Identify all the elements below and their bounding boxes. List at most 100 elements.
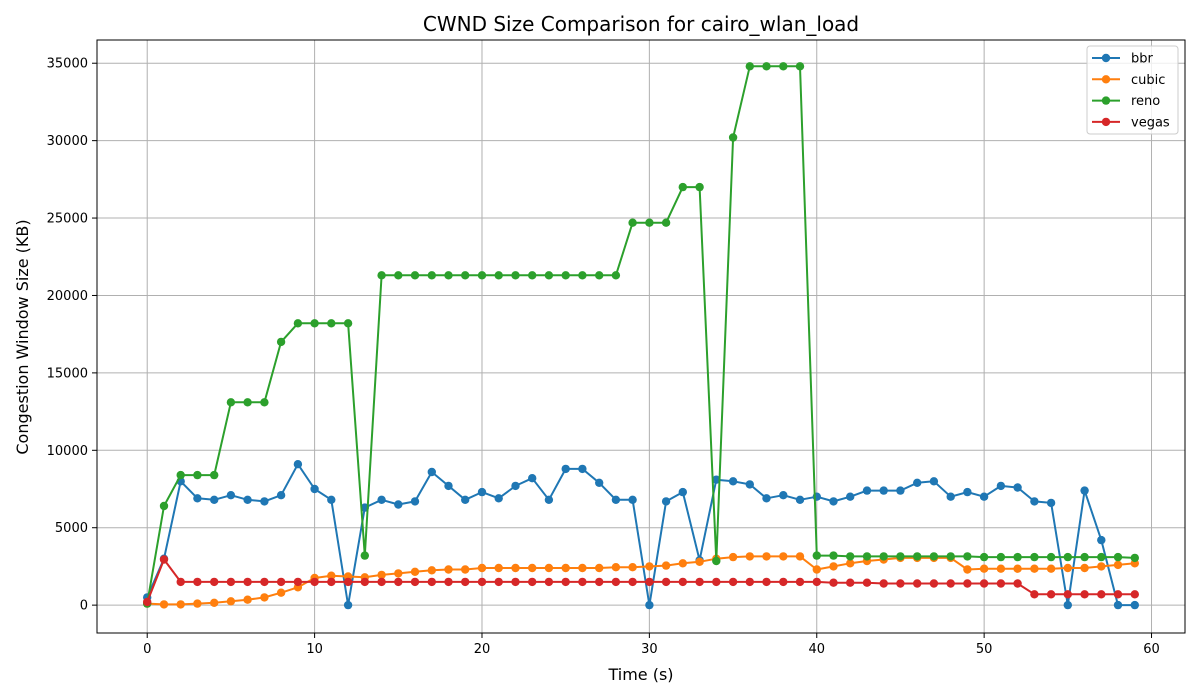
data-point-bbr [595, 478, 604, 487]
series-layer [143, 62, 1140, 610]
data-point-reno [444, 271, 453, 280]
data-point-cubic [561, 563, 570, 573]
data-point-vegas [226, 577, 236, 587]
data-point-reno [193, 470, 202, 480]
data-point-bbr [795, 495, 805, 504]
data-point-reno [879, 552, 888, 561]
data-point-cubic [260, 593, 269, 602]
data-point-bbr [628, 495, 637, 504]
data-point-bbr [260, 497, 269, 506]
data-point-bbr [276, 491, 286, 500]
data-point-vegas [879, 579, 888, 588]
data-point-reno [913, 552, 922, 561]
legend-label-bbr: bbr [1131, 52, 1154, 67]
y-tick-label: 10000 [47, 444, 88, 459]
x-tick-label: 30 [641, 642, 658, 657]
data-point-vegas [745, 577, 754, 587]
data-point-vegas [1080, 590, 1089, 599]
data-point-cubic [846, 559, 855, 568]
data-point-bbr [929, 477, 939, 486]
data-point-bbr [243, 495, 252, 504]
data-point-cubic [1063, 563, 1073, 573]
series-cubic [143, 552, 1140, 609]
data-point-bbr [410, 497, 420, 506]
data-point-bbr [293, 460, 303, 469]
data-point-reno [695, 182, 704, 192]
data-point-bbr [645, 600, 654, 610]
data-point-cubic [544, 563, 554, 573]
data-point-vegas [1063, 590, 1073, 599]
data-point-bbr [712, 475, 721, 484]
data-point-vegas [1046, 590, 1056, 599]
data-point-cubic [410, 567, 420, 576]
data-point-vegas [762, 577, 771, 587]
data-point-cubic [812, 565, 821, 574]
data-point-reno [561, 271, 570, 280]
data-point-vegas [260, 577, 269, 587]
data-point-bbr [946, 492, 955, 501]
data-point-reno [929, 552, 939, 561]
data-point-cubic [795, 552, 805, 561]
data-point-vegas [276, 577, 286, 587]
data-point-vegas [896, 579, 905, 588]
data-point-reno [159, 501, 169, 511]
data-point-vegas [996, 579, 1006, 588]
legend-item-bbr: bbr [1092, 52, 1154, 67]
legend-marker-vegas [1101, 117, 1111, 127]
data-point-bbr [846, 492, 855, 501]
data-point-bbr [544, 495, 554, 504]
data-point-cubic [511, 563, 520, 573]
data-point-reno [578, 271, 587, 280]
data-point-vegas [795, 577, 805, 587]
data-point-bbr [444, 481, 453, 491]
data-point-vegas [862, 578, 872, 587]
data-point-vegas [461, 577, 470, 587]
data-point-reno [946, 552, 955, 561]
data-point-vegas [210, 577, 219, 587]
data-point-cubic [327, 571, 336, 580]
data-point-reno [1097, 552, 1106, 562]
data-point-bbr [343, 600, 353, 610]
data-point-reno [394, 271, 403, 280]
data-point-bbr [728, 477, 738, 486]
data-point-reno [310, 319, 319, 328]
data-point-reno [243, 398, 252, 407]
data-point-bbr [1080, 486, 1089, 495]
data-point-reno [360, 551, 369, 560]
data-point-reno [293, 319, 303, 328]
data-point-bbr [678, 487, 687, 497]
data-point-cubic [645, 562, 654, 571]
data-point-reno [678, 182, 687, 192]
legend-marker-bbr [1101, 53, 1111, 63]
data-point-vegas [327, 577, 336, 587]
data-point-bbr [461, 495, 470, 504]
data-point-cubic [210, 598, 219, 607]
data-point-vegas [494, 577, 503, 587]
data-point-bbr [879, 486, 888, 495]
data-point-vegas [544, 577, 554, 587]
data-point-reno [979, 552, 989, 562]
data-point-cubic [243, 595, 252, 604]
data-point-cubic [611, 563, 621, 572]
x-tick-label: 10 [306, 642, 323, 657]
data-point-cubic [444, 565, 453, 574]
series-reno [143, 62, 1140, 608]
data-point-cubic [779, 552, 788, 561]
data-point-cubic [226, 597, 236, 606]
grid [97, 40, 1185, 633]
data-point-vegas [611, 577, 621, 587]
data-point-cubic [1013, 564, 1022, 573]
data-point-cubic [628, 563, 637, 572]
data-point-cubic [193, 599, 202, 608]
data-point-bbr [377, 495, 386, 504]
data-point-cubic [728, 552, 738, 562]
tick-layer: 0 10 20 30 40 50 60 0 5000 10000 15000 20000 25000 30… [47, 57, 1160, 657]
data-point-reno [779, 62, 788, 71]
data-point-cubic [159, 600, 169, 609]
data-point-bbr [1046, 498, 1056, 508]
x-axis-label: Time (s) [607, 665, 673, 684]
y-tick-label: 25000 [47, 212, 88, 227]
data-point-vegas [293, 577, 303, 587]
data-point-bbr [578, 464, 587, 474]
data-point-vegas [193, 577, 202, 587]
